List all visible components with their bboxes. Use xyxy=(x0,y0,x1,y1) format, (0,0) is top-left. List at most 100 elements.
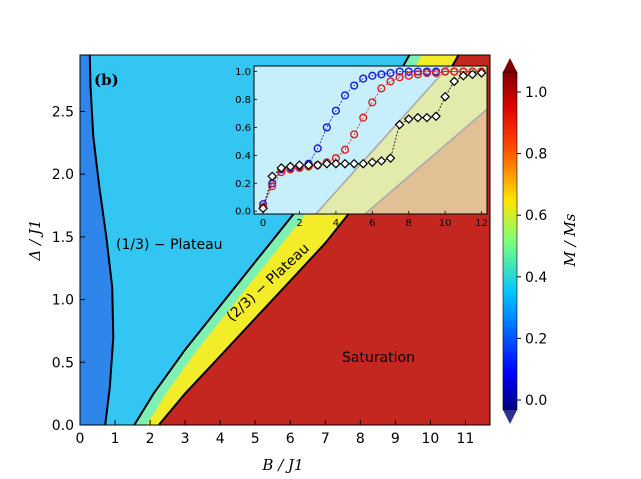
colorbar-tick-label: 0.2 xyxy=(525,331,547,347)
inset-point-blue-circles xyxy=(368,71,377,80)
x-tick-label: 9 xyxy=(391,431,400,447)
colorbar-ticks: 0.0 0.2 0.4 0.6 0.8 1.0 xyxy=(517,85,547,409)
inset-point-black-diamonds xyxy=(403,114,414,124)
inset-x-tick-label: 2 xyxy=(296,218,302,229)
x-tick-label: 6 xyxy=(286,431,295,447)
colorbar-bottom-arrow xyxy=(503,410,517,424)
inset-series xyxy=(258,67,487,214)
inset-point-blue-circles xyxy=(331,106,341,115)
x-tick-label: 10 xyxy=(422,431,440,447)
inset-x-tick-label: 8 xyxy=(406,218,412,229)
inset-point-black-diamonds xyxy=(458,70,469,81)
inset-point-black-diamonds xyxy=(267,171,278,182)
colorbar-tick-label: 0.0 xyxy=(525,393,547,409)
inset-y-tick-label: 0.4 xyxy=(235,151,251,162)
inset-point-blue-circles xyxy=(340,91,350,100)
inset-point-blue-circles xyxy=(322,123,331,132)
inset-x-tick-label: 0 xyxy=(260,218,266,229)
colorbar: 0.0 0.2 0.4 0.6 0.8 1.0 M / Ms xyxy=(502,58,579,424)
inset-point-black-diamonds xyxy=(394,119,405,130)
panel-label: (b) xyxy=(94,71,119,89)
inset-point-black-diamonds xyxy=(467,69,478,80)
inset-x-tick-label: 10 xyxy=(439,218,452,229)
colorbar-gradient xyxy=(502,71,518,411)
inset-point-red-circles xyxy=(368,98,377,107)
inset-point-black-diamonds xyxy=(349,158,359,169)
y-axis-ticks: 0.0 0.5 1.0 1.5 2.0 2.5 xyxy=(52,104,85,434)
inset-point-black-diamonds xyxy=(376,156,387,166)
inset-point-black-diamonds xyxy=(385,153,396,163)
inset-y-tick-label: 0.0 xyxy=(235,207,251,218)
boundary-lower-plateau-edge xyxy=(88,55,115,425)
inset-point-red-circles xyxy=(340,145,350,154)
x-tick-label: 0 xyxy=(76,431,85,447)
colorbar-tick-label: 0.4 xyxy=(525,270,547,286)
inset-point-black-diamonds xyxy=(276,163,287,173)
inset-x-tick-label: 12 xyxy=(475,218,488,229)
x-tick-label: 3 xyxy=(181,431,190,447)
inset-y-tick-label: 0.2 xyxy=(235,179,251,190)
inset-point-black-diamonds xyxy=(476,68,487,78)
inset-yellow-shade xyxy=(315,66,487,214)
inset-point-black-diamonds xyxy=(331,158,341,169)
inset-guide-line xyxy=(364,108,488,215)
region-label-saturation: Saturation xyxy=(342,350,415,366)
x-tick-label: 1 xyxy=(111,431,120,447)
x-tick-label: 11 xyxy=(457,431,475,447)
inset-point-black-diamonds xyxy=(412,112,423,123)
inset-y-tick-label: 0.8 xyxy=(235,95,251,106)
y-tick-label: 2.5 xyxy=(52,104,74,120)
x-axis-label: B / J1 xyxy=(261,456,303,474)
inset-point-red-circles xyxy=(395,73,404,82)
inset-point-red-circles xyxy=(350,130,359,139)
x-tick-label: 8 xyxy=(356,431,365,447)
inset-point-blue-circles xyxy=(404,67,413,76)
x-tick-label: 2 xyxy=(146,431,155,447)
inset-point-red-circles xyxy=(268,181,277,191)
main-frame xyxy=(79,54,491,426)
inset-point-red-circles xyxy=(377,84,386,93)
inset-x-tick-label: 6 xyxy=(369,218,375,229)
inset-point-black-diamonds xyxy=(449,76,460,87)
inset-point-red-circles xyxy=(404,71,413,80)
inset-point-blue-circles xyxy=(350,81,359,90)
inset-point-red-circles xyxy=(386,77,395,86)
x-tick-label: 7 xyxy=(321,431,330,447)
y-tick-label: 0.5 xyxy=(52,355,74,371)
y-tick-label: 1.0 xyxy=(52,293,74,309)
x-axis-ticks: 0 1 2 3 4 5 6 7 8 9 10 11 xyxy=(76,420,475,447)
inset-point-blue-circles xyxy=(413,67,422,76)
inset-x-ticks: 0 2 4 6 8 10 12 xyxy=(260,211,488,229)
left-edge-region xyxy=(80,55,114,425)
inset-point-red-circles xyxy=(413,70,422,79)
y-axis-label: Δ / J1 xyxy=(26,220,44,262)
inset-point-black-diamonds xyxy=(358,158,369,169)
inset-point-red-circles xyxy=(450,67,459,76)
inset-y-tick-label: 0.6 xyxy=(235,123,251,134)
inset-x-tick-label: 4 xyxy=(333,218,339,229)
colorbar-tick-label: 1.0 xyxy=(525,85,547,101)
inset-point-black-diamonds xyxy=(285,161,296,172)
inset-point-black-diamonds xyxy=(367,157,378,168)
inset-point-blue-circles xyxy=(386,68,395,78)
inset-point-red-circles xyxy=(441,67,450,76)
inset-point-blue-circles xyxy=(313,144,322,153)
inset-point-red-circles xyxy=(422,68,432,78)
inset-y-ticks: 0.0 0.2 0.4 0.6 0.8 1.0 xyxy=(235,67,257,218)
inset-point-black-diamonds xyxy=(422,112,432,123)
inset-point-black-diamonds xyxy=(321,158,332,169)
inset-guide-lines xyxy=(315,65,488,215)
inset-point-blue-circles xyxy=(377,70,386,79)
inset-point-black-diamonds xyxy=(294,160,305,170)
inset-guide-line xyxy=(315,65,450,215)
inset-y-tick-label: 1.0 xyxy=(235,67,251,78)
inset-point-black-diamonds xyxy=(303,160,314,170)
inset-point-red-circles xyxy=(431,68,441,78)
inset-point-black-diamonds xyxy=(431,111,441,122)
inset-plot: 0 2 4 6 8 10 12 0.0 0.2 0.4 0.6 0.8 1.0 xyxy=(235,65,488,229)
y-tick-label: 1.5 xyxy=(52,230,74,246)
inset-point-black-diamonds xyxy=(340,158,350,169)
colorbar-tick-label: 0.8 xyxy=(525,147,547,163)
x-tick-label: 4 xyxy=(216,431,225,447)
